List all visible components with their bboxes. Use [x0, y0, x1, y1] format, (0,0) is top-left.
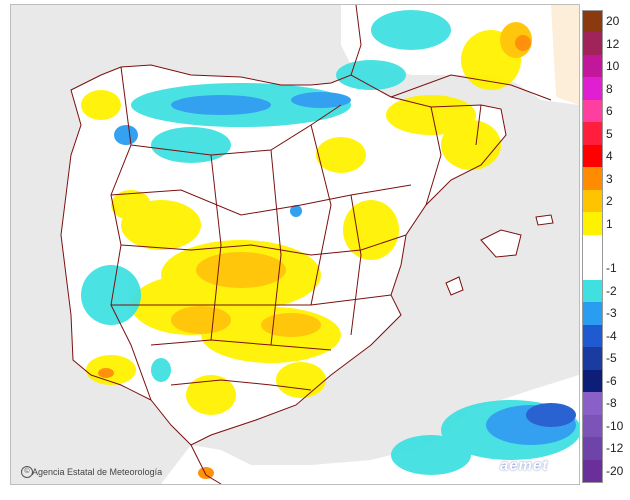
legend-swatch — [582, 122, 603, 146]
legend-label: 12 — [606, 36, 620, 51]
menorca-island — [536, 215, 553, 225]
legend-label: 3 — [606, 171, 613, 186]
legend-swatch — [582, 10, 603, 34]
africa-land — [161, 375, 579, 484]
legend-swatch — [582, 279, 603, 303]
color-legend: 20 12 10 8 6 5 4 3 2 1 -1 -2 -3 -4 -5 -6 -8 -10 -12 -20 — [582, 10, 630, 484]
warm-anomaly-patches — [81, 22, 532, 479]
legend-swatch — [582, 99, 603, 123]
mallorca-island — [481, 230, 521, 257]
legend-label: 10 — [606, 59, 620, 74]
legend-label: -10 — [606, 418, 624, 433]
credit-text: Agencia Estatal de Meteorología — [32, 467, 163, 477]
legend-swatch — [582, 167, 603, 191]
anomaly-map — [10, 4, 580, 485]
legend-swatch — [582, 212, 603, 236]
legend-swatch — [582, 459, 603, 484]
legend-swatch — [582, 369, 603, 393]
legend-label: 8 — [606, 81, 613, 96]
ibiza-island — [446, 277, 463, 295]
legend-label: 20 — [606, 14, 620, 29]
legend-label: 2 — [606, 194, 613, 209]
legend-label: -12 — [606, 441, 624, 456]
legend-label: 4 — [606, 149, 613, 164]
legend-swatch — [582, 437, 603, 461]
legend-swatch — [582, 257, 603, 281]
legend-label: -1 — [606, 261, 617, 276]
legend-swatch — [582, 234, 603, 258]
legend-swatch — [582, 392, 603, 416]
legend-swatch — [582, 54, 603, 78]
legend-label: -6 — [606, 373, 617, 388]
aemet-seal-icon: © — [21, 466, 33, 478]
legend-label: 1 — [606, 216, 613, 231]
province-borders — [60, 5, 554, 484]
legend-label: -5 — [606, 351, 617, 366]
map-canvas — [60, 5, 579, 484]
legend-swatch — [582, 302, 603, 326]
legend-label: -3 — [606, 306, 617, 321]
legend-label: 5 — [606, 126, 613, 141]
legend-label: -8 — [606, 396, 617, 411]
legend-swatch — [582, 414, 603, 438]
legend-swatch — [582, 347, 603, 371]
legend-label: -20 — [606, 463, 624, 478]
legend-swatch — [582, 189, 603, 213]
legend-swatch — [582, 144, 603, 168]
legend-label: -4 — [606, 328, 617, 343]
legend-swatch — [582, 32, 603, 56]
legend-label: 6 — [606, 104, 613, 119]
legend-label: -2 — [606, 283, 617, 298]
brand-logo: aemet — [500, 457, 549, 474]
legend-swatch — [582, 77, 603, 101]
france-beige — [551, 5, 579, 105]
cool-anomaly-patches — [81, 10, 579, 475]
legend-swatch — [582, 324, 603, 348]
